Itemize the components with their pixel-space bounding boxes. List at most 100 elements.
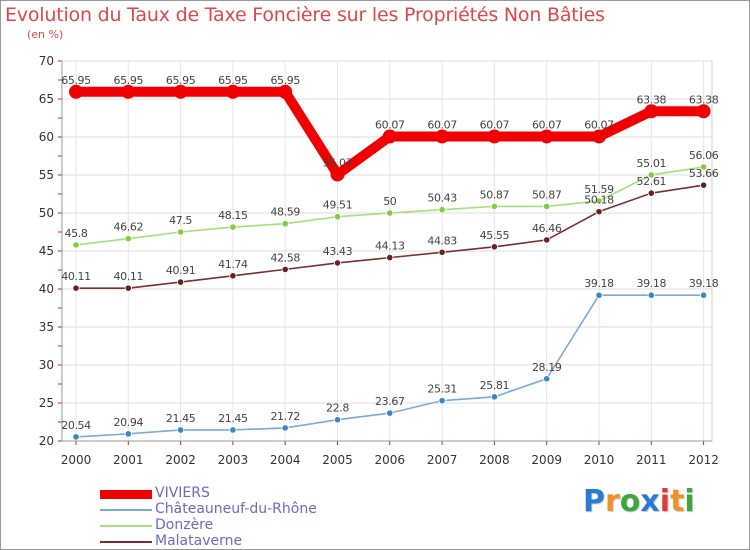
data-point-viviers: [539, 129, 554, 144]
chart-title: Evolution du Taux de Taxe Foncière sur l…: [5, 4, 605, 26]
data-point-donzere: [699, 163, 708, 171]
chart-subtitle: (en %): [27, 28, 64, 41]
logo-letter: r: [605, 484, 620, 519]
x-tick-label: 2000: [61, 453, 92, 467]
data-label-viviers: 63.38: [637, 93, 667, 106]
data-point-donzere: [595, 197, 603, 205]
series-layer: [69, 84, 711, 441]
data-point-malataverne: [386, 254, 394, 262]
data-point-malataverne: [72, 284, 80, 292]
data-point-donzere: [386, 209, 394, 217]
axis-layer: 20 25 30 35 40 45 50 55 60 65 70 2000 2001 2002 2003 20…: [39, 54, 719, 467]
data-label-viviers: 65.95: [61, 74, 91, 87]
data-point-viviers: [121, 84, 136, 99]
data-label-donzere: 55.01: [637, 157, 667, 170]
data-point-donzere: [177, 228, 185, 236]
x-tick-label: 2008: [479, 453, 510, 467]
data-label-donzere: 50: [383, 195, 397, 208]
x-tick-label: 2004: [270, 453, 301, 467]
data-label-malataverne: 40.11: [114, 270, 144, 283]
data-label-chateauneuf-du-rhone: 21.72: [270, 410, 300, 423]
data-point-chateauneuf-du-rhone: [229, 426, 237, 434]
data-label-viviers: 65.95: [166, 74, 196, 87]
data-label-chateauneuf-du-rhone: 28.19: [532, 361, 562, 374]
x-tick-label: 2007: [427, 453, 458, 467]
data-point-viviers: [330, 167, 345, 182]
y-tick-label: 25: [39, 396, 54, 410]
y-tick-label: 65: [39, 92, 54, 106]
x-tick-label: 2009: [531, 453, 562, 467]
x-tick-label: 2005: [322, 453, 353, 467]
data-point-chateauneuf-du-rhone: [72, 433, 80, 441]
data-label-donzere: 50.87: [480, 188, 510, 201]
y-tick-label: 35: [39, 320, 54, 334]
data-label-malataverne: 44.83: [427, 234, 457, 247]
data-point-malataverne: [333, 259, 342, 267]
data-point-donzere: [438, 206, 446, 214]
legend-swatch-malataverne: [100, 541, 152, 543]
data-point-chateauneuf-du-rhone: [647, 291, 655, 299]
data-label-chateauneuf-du-rhone: 25.81: [480, 379, 510, 392]
data-point-malataverne: [647, 189, 655, 197]
logo-letter: i: [659, 484, 671, 519]
data-point-viviers: [382, 129, 397, 144]
data-point-chateauneuf-du-rhone: [124, 430, 132, 438]
legend-label-malataverne: Malataverne: [155, 533, 243, 549]
y-tick-label: 55: [39, 168, 54, 182]
data-label-chateauneuf-du-rhone: 25.31: [427, 383, 457, 396]
data-point-viviers: [696, 104, 711, 119]
data-point-donzere: [543, 202, 551, 210]
data-label-chateauneuf-du-rhone: 21.45: [166, 412, 196, 425]
x-tick-label: 2011: [636, 453, 667, 467]
data-label-donzere: 48.59: [270, 206, 300, 219]
data-label-malataverne: 43.43: [323, 245, 353, 258]
data-point-viviers: [173, 84, 188, 99]
data-point-chateauneuf-du-rhone: [595, 291, 603, 299]
data-point-chateauneuf-du-rhone: [177, 426, 185, 434]
data-point-malataverne: [124, 284, 132, 292]
data-point-chateauneuf-du-rhone: [543, 375, 551, 383]
data-label-viviers: 60.07: [532, 118, 562, 131]
data-label-malataverne: 42.58: [270, 251, 300, 264]
legend-label-donzere: Donzère: [155, 517, 214, 533]
x-tick-label: 2001: [113, 453, 144, 467]
data-point-chateauneuf-du-rhone: [699, 291, 708, 299]
data-label-viviers: 60.07: [480, 118, 510, 131]
data-label-donzere: 50.43: [427, 192, 457, 205]
data-label-viviers: 63.38: [689, 93, 719, 106]
x-tick-label: 2006: [375, 453, 406, 467]
data-point-malataverne: [595, 208, 603, 216]
data-point-donzere: [490, 202, 498, 210]
data-point-chateauneuf-du-rhone: [333, 416, 342, 424]
logo-letter: P: [583, 484, 605, 519]
data-label-chateauneuf-du-rhone: 20.54: [61, 419, 91, 432]
data-point-malataverne: [177, 278, 185, 286]
data-point-malataverne: [699, 181, 708, 189]
y-tick-label: 45: [39, 244, 54, 258]
proxiti-logo: Proxiti: [583, 484, 695, 519]
data-point-malataverne: [438, 248, 446, 256]
data-label-chateauneuf-du-rhone: 22.8: [326, 402, 349, 415]
legend-swatch-donzere: [100, 525, 152, 527]
logo-letter: t: [670, 484, 685, 519]
data-label-malataverne: 45.55: [480, 229, 510, 242]
line-chart: 20 25 30 35 40 45 50 55 60 65 70 2000 2001 2002 2003 20…: [39, 54, 719, 467]
data-label-chateauneuf-du-rhone: 39.18: [584, 277, 614, 290]
data-label-viviers: 65.95: [270, 74, 300, 87]
legend-label-viviers: VIVIERS: [155, 485, 210, 501]
x-tick-label: 2003: [218, 453, 249, 467]
y-tick-label: 30: [39, 358, 54, 372]
data-point-donzere: [72, 241, 80, 249]
data-point-donzere: [333, 213, 342, 221]
data-label-malataverne: 40.11: [61, 270, 91, 283]
data-point-malataverne: [490, 243, 498, 251]
data-point-viviers: [69, 84, 83, 99]
data-point-malataverne: [543, 236, 551, 244]
data-label-viviers: 60.07: [427, 118, 457, 131]
data-point-chateauneuf-du-rhone: [490, 393, 498, 401]
data-label-chateauneuf-du-rhone: 39.18: [689, 277, 719, 290]
y-tick-label: 60: [39, 130, 54, 144]
legend-swatch-viviers: [100, 490, 152, 499]
data-point-chateauneuf-du-rhone: [438, 397, 446, 405]
logo-letter: x: [640, 484, 660, 519]
